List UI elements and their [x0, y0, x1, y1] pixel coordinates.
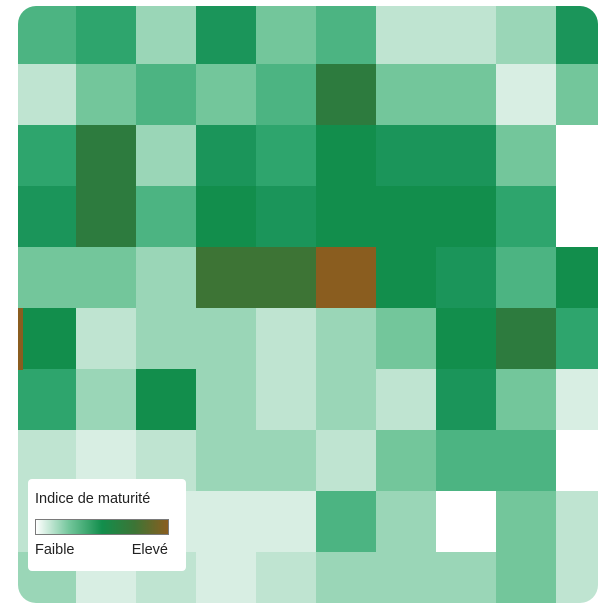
heatmap-cell	[436, 369, 497, 431]
heatmap-cell	[136, 247, 197, 309]
heatmap-cell	[76, 247, 137, 309]
heatmap-cell	[436, 430, 497, 492]
map-legend: Indice de maturité Faible Elevé	[28, 479, 186, 571]
heatmap-cell	[196, 6, 257, 65]
heatmap-cell	[496, 430, 557, 492]
heatmap-cell	[376, 308, 437, 370]
heatmap-cell	[496, 64, 557, 126]
heatmap-cell	[496, 308, 557, 370]
heatmap-cell	[556, 430, 598, 492]
heatmap-cell	[436, 552, 497, 603]
heatmap-cell	[376, 125, 437, 187]
heatmap-cell	[316, 430, 377, 492]
heatmap-cell	[376, 552, 437, 603]
heatmap-cell	[136, 125, 197, 187]
heatmap-cell	[18, 308, 23, 370]
heatmap-cell	[316, 247, 377, 309]
heatmap-cell	[76, 308, 137, 370]
heatmap-cell	[496, 247, 557, 309]
heatmap-cell	[256, 186, 317, 248]
heatmap-cell	[196, 430, 257, 492]
heatmap-cell	[196, 125, 257, 187]
heatmap-cell	[256, 552, 317, 603]
heatmap-cell	[556, 369, 598, 431]
heatmap-cell	[496, 186, 557, 248]
heatmap-cell	[76, 64, 137, 126]
heatmap-cell	[196, 247, 257, 309]
heatmap-cell	[556, 247, 598, 309]
heatmap-cell	[256, 125, 317, 187]
heatmap-cell	[436, 64, 497, 126]
heatmap-cell	[256, 247, 317, 309]
legend-min-label: Faible	[35, 542, 75, 558]
heatmap-cell	[496, 552, 557, 603]
heatmap-cell	[496, 491, 557, 553]
heatmap-cell	[436, 186, 497, 248]
heatmap-cell	[256, 369, 317, 431]
heatmap-cell	[436, 308, 497, 370]
heatmap-cell	[18, 247, 77, 309]
heatmap-cell	[256, 6, 317, 65]
legend-max-label: Elevé	[131, 542, 168, 558]
heatmap-cell	[556, 308, 598, 370]
heatmap-cell	[18, 308, 77, 370]
heatmap-cell	[376, 186, 437, 248]
heatmap-cell	[76, 125, 137, 187]
heatmap-cell	[256, 308, 317, 370]
heatmap-cell	[316, 6, 377, 65]
heatmap-cell	[376, 491, 437, 553]
heatmap-cell	[196, 491, 257, 553]
heatmap-cell	[18, 6, 77, 65]
heatmap-cell	[136, 369, 197, 431]
heatmap-cell	[556, 552, 598, 603]
heatmap-cell	[256, 430, 317, 492]
legend-title: Indice de maturité	[35, 491, 151, 507]
heatmap-cell	[196, 186, 257, 248]
heatmap-cell	[76, 369, 137, 431]
heatmap-cell	[256, 64, 317, 126]
heatmap-cell	[76, 6, 137, 65]
heatmap-cell	[316, 64, 377, 126]
heatmap-cell	[376, 430, 437, 492]
heatmap-cell	[376, 247, 437, 309]
heatmap-cell	[436, 6, 497, 65]
heatmap-map: Indice de maturité Faible Elevé	[18, 6, 598, 603]
heatmap-cell	[316, 308, 377, 370]
heatmap-cell	[556, 125, 598, 187]
heatmap-cell	[556, 64, 598, 126]
heatmap-cell	[18, 125, 77, 187]
heatmap-cell	[316, 125, 377, 187]
legend-color-ramp	[35, 519, 169, 535]
heatmap-cell	[18, 64, 77, 126]
heatmap-cell	[18, 369, 77, 431]
heatmap-cell	[136, 186, 197, 248]
heatmap-cell	[376, 64, 437, 126]
heatmap-cell	[436, 491, 497, 553]
heatmap-cell	[496, 369, 557, 431]
heatmap-cell	[316, 552, 377, 603]
heatmap-cell	[136, 308, 197, 370]
heatmap-cell	[196, 369, 257, 431]
heatmap-cell	[76, 186, 137, 248]
heatmap-cell	[196, 308, 257, 370]
heatmap-cell	[436, 125, 497, 187]
heatmap-cell	[316, 491, 377, 553]
heatmap-cell	[316, 369, 377, 431]
heatmap-cell	[376, 6, 437, 65]
heatmap-cell	[496, 125, 557, 187]
heatmap-cell	[556, 6, 598, 65]
heatmap-cell	[316, 186, 377, 248]
heatmap-cell	[196, 64, 257, 126]
heatmap-cell	[196, 552, 257, 603]
heatmap-cell	[376, 369, 437, 431]
heatmap-cell	[256, 491, 317, 553]
heatmap-cell	[556, 186, 598, 248]
heatmap-cell	[556, 491, 598, 553]
heatmap-cell	[136, 64, 197, 126]
heatmap-cell	[496, 6, 557, 65]
heatmap-cell	[136, 6, 197, 65]
heatmap-grid	[18, 6, 598, 603]
heatmap-cell	[436, 247, 497, 309]
heatmap-cell	[18, 186, 77, 248]
